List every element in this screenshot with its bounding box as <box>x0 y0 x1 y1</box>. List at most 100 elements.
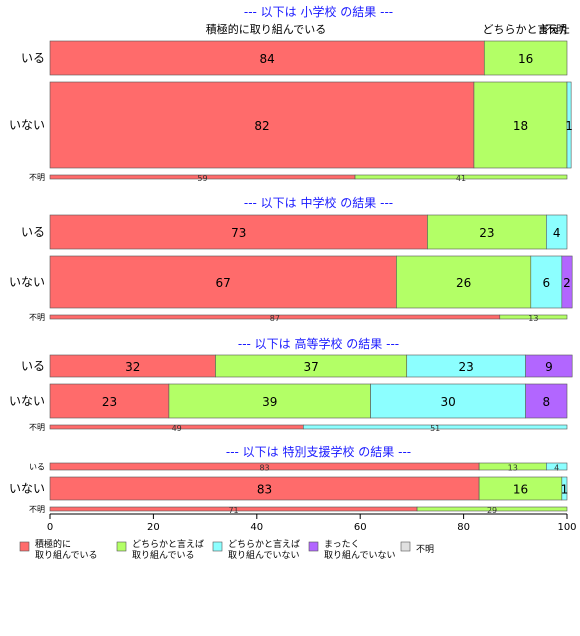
bar-segment <box>303 424 568 430</box>
bar-value-label: 23 <box>479 226 494 240</box>
row-label: いる <box>21 225 45 239</box>
panel: --- 以下は 高等学校 の結果 --- いる 32 37 23 9 いない 23 39 30 8 不… <box>9 336 573 433</box>
bar-segment <box>49 214 428 250</box>
top-column-label: どちらかと言え <box>483 23 560 36</box>
bar-value-label: 29 <box>487 506 497 515</box>
bar-value-label: 30 <box>440 395 455 409</box>
bar-value-label: 67 <box>216 276 231 290</box>
bar-value-label: 13 <box>528 314 538 323</box>
bar-segment <box>546 462 568 471</box>
legend-label: まったく取り組んでいない <box>324 539 396 561</box>
legend-item: まったく取り組んでいない <box>308 539 396 561</box>
bar-value-label: 16 <box>513 483 528 497</box>
bar-segment <box>427 214 547 250</box>
bar-value-label: 6 <box>542 276 550 290</box>
bar-row: 不明 49 51 <box>29 423 568 433</box>
bar-segment <box>370 383 526 419</box>
row-label: いる <box>21 51 45 65</box>
bar-segment <box>561 476 568 501</box>
legend-swatch <box>116 541 127 552</box>
x-tick-label: 80 <box>457 522 470 533</box>
bar-segment <box>49 383 170 419</box>
bar-segment <box>525 383 568 419</box>
x-tick-label: 40 <box>250 522 263 533</box>
top-column-label: 積極的に取り組んでいる <box>206 22 326 36</box>
bar-value-label: 18 <box>513 119 528 133</box>
bar-segment <box>561 255 573 309</box>
bar-row: いない 67 26 6 2 <box>9 255 573 309</box>
legend-label: 積極的に取り組んでいる <box>35 538 98 561</box>
panel: --- 以下は 特別支援学校 の結果 --- いる 83 13 4 いない 83 16 1 不明 7… <box>9 444 568 515</box>
x-tick-label: 100 <box>557 522 576 533</box>
top-column-label: 不明 <box>545 23 567 36</box>
bar-value-label: 73 <box>231 226 246 240</box>
bar-value-label: 2 <box>563 276 571 290</box>
bar-value-label: 1 <box>561 483 569 497</box>
bar-row: いない 83 16 1 <box>9 476 569 501</box>
legend-item: どちらかと言えば取り組んでいない <box>212 538 300 561</box>
bar-value-label: 82 <box>254 119 269 133</box>
bar-segment <box>49 81 475 169</box>
panel: --- 以下は 小学校 の結果 --- いる 84 16 いない 82 18 1 不明 59 41 <box>9 4 573 183</box>
bar-value-label: 23 <box>459 360 474 374</box>
row-label: いない <box>9 482 45 496</box>
x-tick-label: 20 <box>147 522 160 533</box>
bar-segment <box>530 255 563 309</box>
bar-value-label: 83 <box>257 483 272 497</box>
bar-segment <box>168 383 371 419</box>
legend-swatch <box>400 541 411 552</box>
bar-value-label: 71 <box>228 506 238 515</box>
bar-segment <box>525 354 573 378</box>
legend: 積極的に取り組んでいる どちらかと言えば取り組んでいる どちらかと言えば取り組んでい… <box>19 538 434 561</box>
row-label: 不明 <box>29 313 45 322</box>
legend-label: 不明 <box>416 544 434 555</box>
bar-value-label: 49 <box>172 424 182 433</box>
bar-value-label: 4 <box>553 226 561 240</box>
bar-row: 不明 59 41 <box>29 173 568 183</box>
panel-title: --- 以下は 中学校 の結果 --- <box>244 195 393 210</box>
row-label: いない <box>9 118 45 132</box>
bar-segment <box>416 506 568 512</box>
legend-item: どちらかと言えば取り組んでいる <box>116 538 204 561</box>
bar-row: いる 32 37 23 9 <box>21 354 573 378</box>
bar-value-label: 26 <box>456 276 471 290</box>
bar-segment <box>483 40 568 76</box>
x-tick-label: 60 <box>354 522 367 533</box>
bar-row: いない 23 39 30 8 <box>9 383 568 419</box>
legend-item: 積極的に取り組んでいる <box>19 538 98 561</box>
bar-segment <box>49 255 397 309</box>
bar-value-label: 32 <box>125 360 140 374</box>
bar-row: いる 83 13 4 <box>29 462 568 473</box>
bar-value-label: 9 <box>545 360 553 374</box>
bar-value-label: 41 <box>456 174 466 183</box>
legend-swatch <box>308 541 319 552</box>
bar-row: いない 82 18 1 <box>9 81 573 169</box>
bar-value-label: 8 <box>542 395 550 409</box>
bar-value-label: 13 <box>508 464 518 473</box>
bar-segment <box>546 214 568 250</box>
panel-title: --- 以下は 特別支援学校 の結果 --- <box>226 444 411 459</box>
legend-item: 不明 <box>400 541 434 555</box>
x-axis: 0 20 40 60 80 100 <box>47 513 577 533</box>
row-label: いる <box>29 463 45 472</box>
bar-value-label: 59 <box>197 174 207 183</box>
bar-segment <box>396 255 532 309</box>
bar-value-label: 1 <box>565 119 573 133</box>
bar-value-label: 87 <box>270 314 280 323</box>
bar-value-label: 39 <box>262 395 277 409</box>
row-label: いない <box>9 275 45 289</box>
legend-swatch <box>212 541 223 552</box>
bar-row: いる 84 16 <box>21 40 568 76</box>
row-label: 不明 <box>29 173 45 182</box>
bar-segment <box>499 314 568 320</box>
x-tick-label: 0 <box>47 522 53 533</box>
panel-title: --- 以下は 小学校 の結果 --- <box>244 4 393 19</box>
bar-row: 不明 87 13 <box>29 313 568 323</box>
panel-title: --- 以下は 高等学校 の結果 --- <box>238 336 399 351</box>
bar-row: いる 73 23 4 <box>21 214 568 250</box>
bar-value-label: 83 <box>259 464 269 473</box>
bar-value-label: 16 <box>518 52 533 66</box>
row-label: 不明 <box>29 423 45 432</box>
panel: --- 以下は 中学校 の結果 --- いる 73 23 4 いない 67 26 6 2 不明 87 1… <box>9 195 573 323</box>
legend-label: どちらかと言えば取り組んでいる <box>132 538 204 561</box>
